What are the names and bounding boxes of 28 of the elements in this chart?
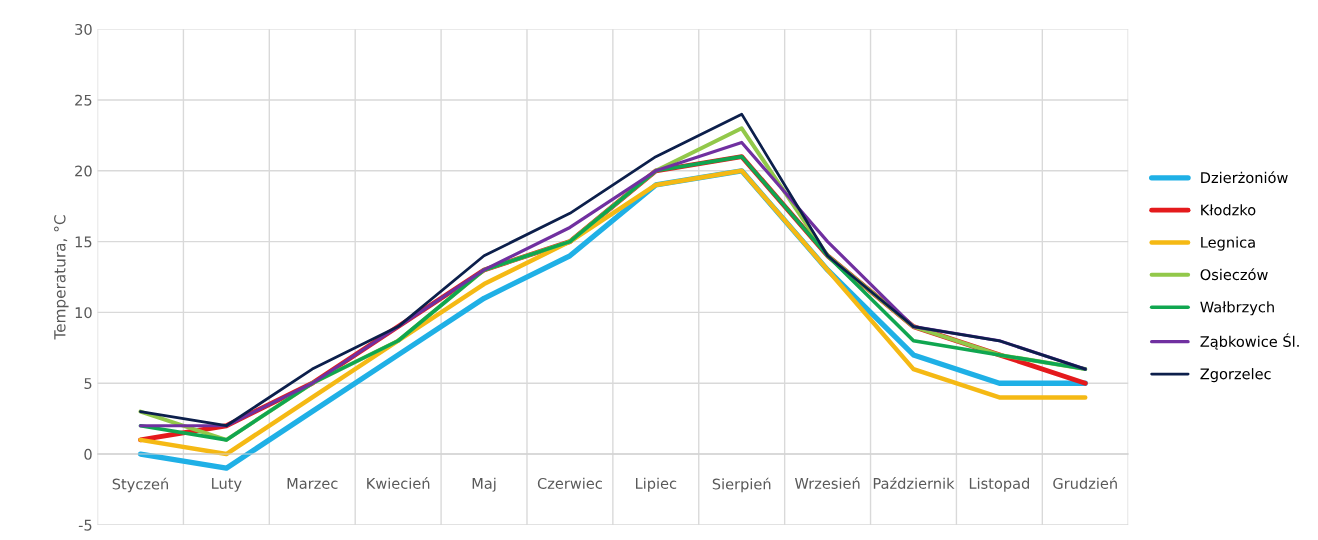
y-tick-label: 20 (75, 165, 92, 177)
x-tick-label: Czerwiec (537, 477, 602, 489)
x-tick-label: Grudzień (1053, 477, 1117, 489)
y-axis-title: Temperatura, °C (54, 215, 69, 340)
y-tick-label: 5 (84, 378, 92, 389)
x-tick-label: Listopad (969, 477, 1029, 492)
x-tick-label: Sierpień (712, 477, 771, 493)
legend-label: Osieczów (1200, 268, 1268, 281)
x-tick-label: Październik (873, 477, 955, 489)
y-tick-label: 25 (75, 94, 92, 106)
legend-label: Dzierżoniów (1201, 171, 1288, 184)
x-tick-label: Marzec (287, 478, 338, 489)
y-tick-label: 15 (75, 236, 92, 248)
x-tick-label: Wrzesień (794, 477, 860, 489)
x-tick-label: Lipiec (636, 477, 677, 492)
x-tick-label: Maj (472, 477, 496, 492)
legend-label: Zgorzelec (1200, 368, 1271, 383)
x-tick-label: Kwiecień (367, 477, 430, 489)
x-tick-label: Luty (212, 478, 242, 492)
y-tick-label: 10 (75, 307, 92, 319)
legend-label: Legnica (1201, 236, 1255, 251)
x-tick-label: Styczeń (112, 477, 168, 493)
y-tick-label: 30 (75, 23, 92, 35)
legend-label: Ząbkowice Śl. (1200, 333, 1299, 350)
legend-label: Kłodzko (1201, 204, 1256, 216)
y-tick-label: 0 (84, 448, 92, 460)
legend-label: Wałbrzych (1200, 301, 1274, 316)
y-tick-label: -5 (78, 519, 92, 531)
